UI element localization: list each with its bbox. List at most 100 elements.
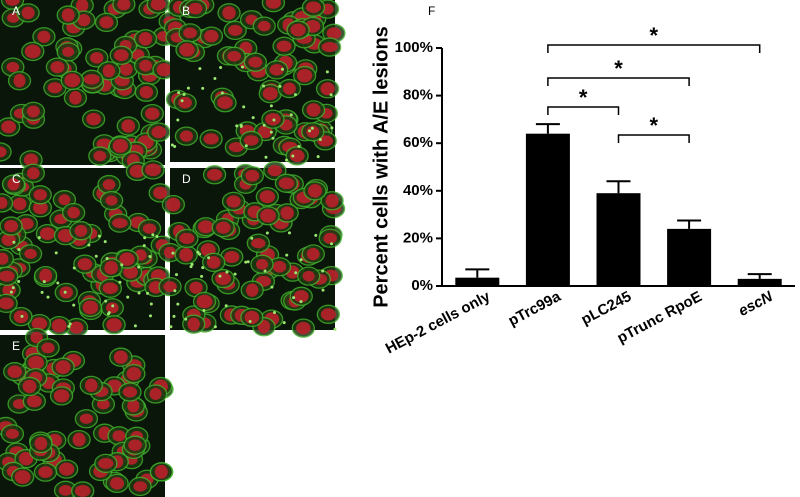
- nucleus: [74, 224, 88, 237]
- bacteria: [94, 254, 98, 258]
- bacteria: [37, 236, 41, 240]
- y-axis-label: Percent cells with A/E lesions: [370, 26, 392, 308]
- nucleus: [297, 68, 313, 83]
- nucleus: [7, 178, 20, 191]
- nucleus: [320, 308, 336, 321]
- nucleus: [27, 167, 40, 180]
- bacteria: [176, 302, 180, 306]
- nucleus: [121, 119, 136, 133]
- nucleus: [110, 477, 125, 490]
- bacteria: [325, 70, 329, 74]
- nucleus: [112, 218, 128, 229]
- nucleus: [21, 6, 35, 20]
- bacteria: [269, 104, 273, 108]
- bacteria: [126, 295, 130, 299]
- nucleus: [67, 206, 80, 219]
- nucleus: [72, 432, 86, 447]
- nucleus: [150, 0, 166, 11]
- bacteria: [177, 91, 181, 95]
- bacteria: [180, 99, 184, 103]
- nucleus: [187, 317, 200, 331]
- nucleus: [33, 189, 47, 201]
- bacteria: [316, 155, 320, 159]
- nucleus: [278, 177, 295, 190]
- nucleus: [244, 310, 260, 325]
- nucleus: [113, 350, 128, 364]
- micrograph: [158, 161, 346, 338]
- bacteria: [263, 269, 267, 273]
- panel-label: E: [12, 339, 20, 353]
- nucleus: [24, 248, 37, 259]
- nucleus: [302, 270, 315, 282]
- nucleus: [269, 64, 284, 76]
- nucleus: [4, 220, 19, 233]
- bacteria: [68, 322, 72, 326]
- nucleus: [306, 247, 320, 261]
- bacteria: [198, 67, 202, 71]
- nucleus: [61, 8, 75, 22]
- nucleus: [142, 223, 157, 234]
- nucleus: [178, 96, 192, 109]
- nucleus: [282, 82, 296, 95]
- bacteria: [201, 266, 205, 270]
- bacteria: [213, 325, 217, 329]
- bacteria: [246, 260, 250, 264]
- nucleus: [206, 255, 221, 269]
- bacteria: [67, 324, 71, 328]
- bacteria: [248, 319, 252, 323]
- bacteria: [20, 314, 24, 318]
- nucleus: [262, 87, 278, 101]
- nucleus: [228, 142, 244, 153]
- nucleus: [305, 1, 321, 13]
- nucleus: [179, 232, 195, 245]
- bacteria: [137, 265, 141, 269]
- bacteria: [103, 240, 107, 244]
- bacteria: [272, 310, 276, 314]
- nucleus: [55, 360, 71, 375]
- bacteria: [207, 256, 211, 260]
- bacteria: [321, 269, 325, 273]
- nucleus: [86, 112, 101, 126]
- nucleus: [326, 27, 342, 40]
- bacteria: [297, 144, 301, 148]
- nucleus: [119, 252, 135, 266]
- nucleus: [276, 40, 292, 52]
- nucleus: [26, 395, 42, 408]
- panel-label: C: [12, 172, 21, 186]
- nucleus: [293, 290, 309, 303]
- significance-bracket: [547, 106, 620, 115]
- bacteria: [97, 234, 101, 238]
- bacteria: [104, 299, 108, 303]
- nucleus: [179, 130, 193, 142]
- bacteria: [321, 288, 325, 292]
- x-tick-label: HEp-2 cells only: [383, 288, 494, 358]
- nucleus: [139, 85, 154, 99]
- nucleus: [39, 227, 55, 241]
- nucleus: [206, 168, 223, 181]
- bacteria: [17, 247, 21, 251]
- nucleus: [1, 233, 16, 247]
- nucleus: [41, 342, 55, 354]
- nucleus: [105, 195, 118, 206]
- bacteria: [72, 303, 76, 307]
- bacteria: [12, 240, 16, 244]
- bacteria: [111, 304, 115, 308]
- nucleus: [30, 331, 43, 344]
- nucleus: [257, 20, 271, 32]
- nucleus: [98, 457, 114, 469]
- bacteria: [170, 143, 174, 147]
- bacteria: [201, 86, 205, 90]
- micrograph: [0, 0, 177, 171]
- nucleus: [77, 258, 93, 271]
- bacteria: [171, 251, 175, 255]
- bacteria: [308, 129, 312, 133]
- significance-label: *: [579, 85, 588, 110]
- nucleus: [83, 74, 100, 85]
- nucleus: [102, 282, 119, 294]
- bacteria: [133, 324, 137, 328]
- nucleus: [7, 12, 20, 23]
- nucleus: [123, 265, 138, 279]
- nucleus: [260, 208, 276, 223]
- bacteria: [72, 266, 76, 270]
